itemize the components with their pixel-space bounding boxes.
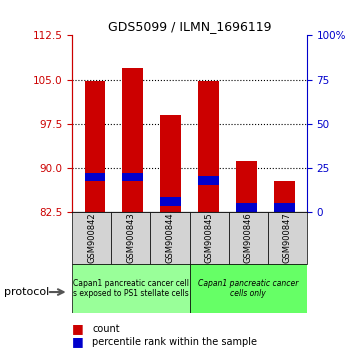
Text: GSM900845: GSM900845 <box>205 213 214 263</box>
Text: Capan1 pancreatic cancer cell
s exposed to PS1 stellate cells: Capan1 pancreatic cancer cell s exposed … <box>73 279 189 298</box>
Text: GSM900842: GSM900842 <box>87 213 96 263</box>
Bar <box>160 115 181 212</box>
Bar <box>198 176 219 185</box>
Text: ■: ■ <box>72 322 84 335</box>
Bar <box>84 172 105 181</box>
Bar <box>72 212 111 264</box>
Bar <box>111 212 151 264</box>
Text: GSM900843: GSM900843 <box>126 213 135 263</box>
Bar <box>236 161 257 212</box>
Bar <box>72 264 190 313</box>
Text: ■: ■ <box>72 335 84 348</box>
Text: GSM900847: GSM900847 <box>283 213 292 263</box>
Bar <box>268 212 307 264</box>
Title: GDS5099 / ILMN_1696119: GDS5099 / ILMN_1696119 <box>108 20 271 33</box>
Bar <box>274 202 295 211</box>
Text: protocol: protocol <box>4 287 49 297</box>
Text: GSM900846: GSM900846 <box>244 213 253 263</box>
Bar <box>122 172 143 181</box>
Bar <box>122 68 143 212</box>
Bar <box>274 181 295 212</box>
Bar <box>198 81 219 212</box>
Bar <box>160 198 181 206</box>
Text: percentile rank within the sample: percentile rank within the sample <box>92 337 257 347</box>
Bar <box>190 212 229 264</box>
Text: GSM900844: GSM900844 <box>165 213 174 263</box>
Bar <box>190 264 307 313</box>
Text: Capan1 pancreatic cancer
cells only: Capan1 pancreatic cancer cells only <box>198 279 299 298</box>
Bar <box>84 81 105 212</box>
Bar <box>229 212 268 264</box>
Bar <box>151 212 190 264</box>
Bar <box>236 202 257 211</box>
Text: count: count <box>92 324 120 333</box>
